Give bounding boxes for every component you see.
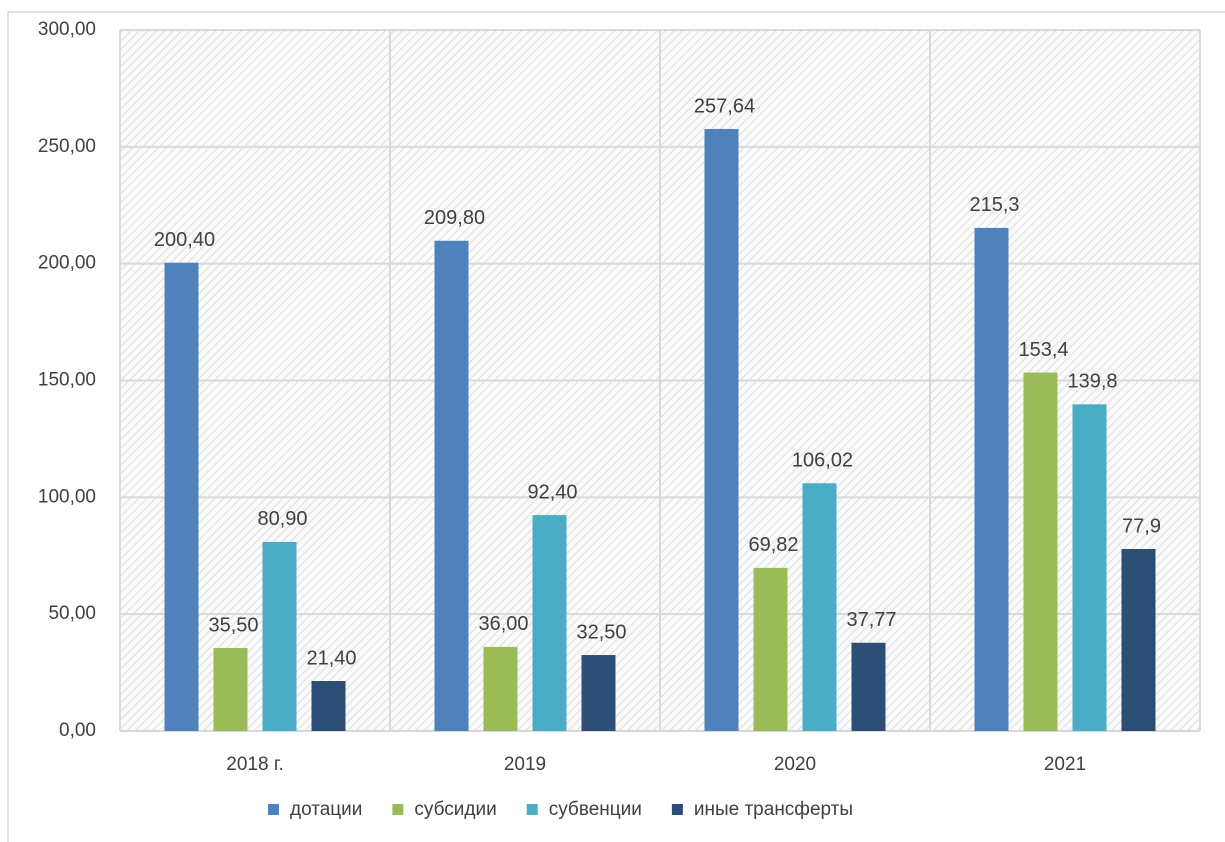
- legend-label: субсидии: [414, 799, 496, 820]
- value-label: 35,50: [208, 614, 258, 636]
- bar: [1023, 372, 1058, 731]
- bar: [753, 567, 788, 731]
- bar: [974, 227, 1009, 732]
- value-label: 32,50: [576, 621, 626, 643]
- x-tick-label: 2019: [504, 754, 546, 775]
- bar: [434, 240, 469, 731]
- legend-swatch: [392, 804, 404, 815]
- bar: [532, 515, 567, 731]
- legend-label: субвенции: [549, 799, 642, 820]
- bar: [1121, 548, 1156, 731]
- value-label: 92,40: [527, 481, 577, 503]
- bar: [311, 680, 346, 731]
- y-tick-label: 100,00: [38, 486, 96, 507]
- bar: [581, 655, 616, 731]
- y-tick-label: 300,00: [38, 19, 96, 40]
- bar: [213, 648, 248, 731]
- value-label: 80,90: [257, 508, 307, 530]
- y-tick-label: 0,00: [59, 720, 96, 741]
- legend-swatch: [526, 804, 538, 815]
- value-label: 36,00: [478, 613, 528, 635]
- x-tick-label: 2020: [774, 754, 816, 775]
- value-label: 106,02: [792, 450, 853, 472]
- legend-label: иные трансферты: [694, 799, 853, 820]
- legend-swatch: [671, 804, 683, 815]
- bar: [851, 642, 886, 731]
- legend-swatch: [268, 804, 279, 815]
- value-label: 69,82: [748, 534, 798, 556]
- bar: [802, 483, 837, 731]
- y-tick-label: 150,00: [38, 370, 96, 391]
- bar: [262, 541, 297, 731]
- y-tick-label: 200,00: [38, 253, 96, 274]
- x-tick-label: 2018 г.: [226, 754, 283, 775]
- value-label: 153,4: [1018, 339, 1068, 361]
- x-tick-label: 2021: [1044, 754, 1086, 775]
- y-tick-label: 250,00: [38, 136, 96, 157]
- value-label: 77,9: [1122, 515, 1161, 537]
- value-label: 215,3: [969, 194, 1019, 216]
- bar: [483, 646, 518, 731]
- y-tick-label: 50,00: [48, 603, 96, 624]
- legend-label: дотации: [290, 799, 362, 820]
- value-label: 37,77: [846, 609, 896, 631]
- value-label: 257,64: [694, 95, 755, 117]
- value-label: 21,40: [306, 647, 356, 669]
- bar: [704, 128, 739, 731]
- bar: [1072, 404, 1107, 731]
- value-label: 139,8: [1067, 371, 1117, 393]
- bar: [164, 262, 199, 731]
- value-label: 200,40: [154, 229, 215, 251]
- value-label: 209,80: [424, 207, 485, 229]
